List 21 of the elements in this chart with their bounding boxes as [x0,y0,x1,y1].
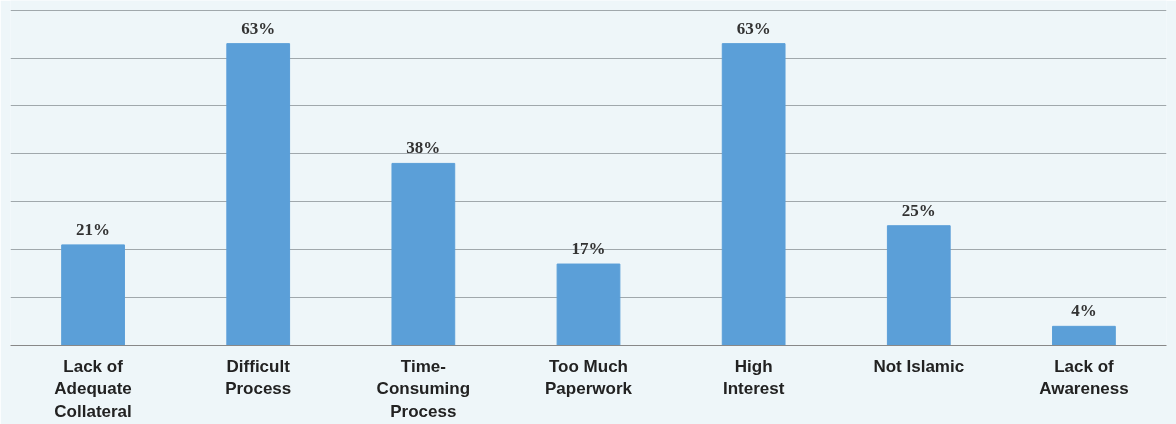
bar [721,43,786,346]
data-label: 63% [736,18,771,38]
x-tick-label: Lack of Adequate Collateral [54,356,132,422]
bar [1052,325,1116,346]
x-tick-label: Too Much Paperwork [545,356,633,399]
data-label: 25% [901,200,936,220]
x-tick-label: High Interest [722,356,785,399]
x-tick-label: Time- Consuming Process [376,356,471,422]
x-tick-label: Lack of Awareness [1039,356,1129,399]
bar [886,225,951,346]
data-label: 21% [76,219,111,239]
x-tick-label: Difficult Process [225,356,292,399]
bar [61,244,125,346]
data-label: 38% [406,138,441,158]
data-label: 4% [1071,301,1097,321]
bar [556,263,621,346]
x-tick-label: Not Islamic [873,356,965,376]
data-label: 63% [241,18,276,38]
bar [226,43,291,346]
bar [391,162,456,346]
data-label: 17% [571,239,606,259]
